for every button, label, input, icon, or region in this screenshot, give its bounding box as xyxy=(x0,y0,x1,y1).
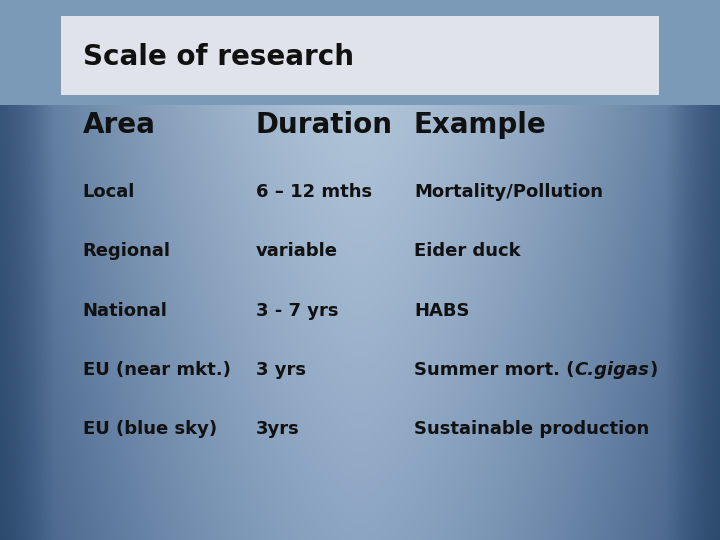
Text: Sustainable production: Sustainable production xyxy=(414,420,649,438)
Text: EU (blue sky): EU (blue sky) xyxy=(83,420,217,438)
Text: 3 yrs: 3 yrs xyxy=(256,361,305,379)
Text: ): ) xyxy=(649,361,657,379)
Text: National: National xyxy=(83,301,168,320)
Text: Example: Example xyxy=(414,111,546,139)
Text: 3yrs: 3yrs xyxy=(256,420,300,438)
FancyBboxPatch shape xyxy=(0,0,720,105)
Text: Summer mort. (: Summer mort. ( xyxy=(414,361,575,379)
FancyBboxPatch shape xyxy=(61,16,659,94)
Text: Duration: Duration xyxy=(256,111,392,139)
Text: variable: variable xyxy=(256,242,338,260)
Text: C.gigas: C.gigas xyxy=(575,361,649,379)
Text: Regional: Regional xyxy=(83,242,171,260)
Text: 3 - 7 yrs: 3 - 7 yrs xyxy=(256,301,338,320)
Text: EU (near mkt.): EU (near mkt.) xyxy=(83,361,230,379)
Text: Area: Area xyxy=(83,111,156,139)
Text: 6 – 12 mths: 6 – 12 mths xyxy=(256,183,372,201)
Text: Local: Local xyxy=(83,183,135,201)
Text: HABS: HABS xyxy=(414,301,469,320)
Text: Scale of research: Scale of research xyxy=(83,43,354,71)
Text: Eider duck: Eider duck xyxy=(414,242,521,260)
Text: Mortality/Pollution: Mortality/Pollution xyxy=(414,183,603,201)
